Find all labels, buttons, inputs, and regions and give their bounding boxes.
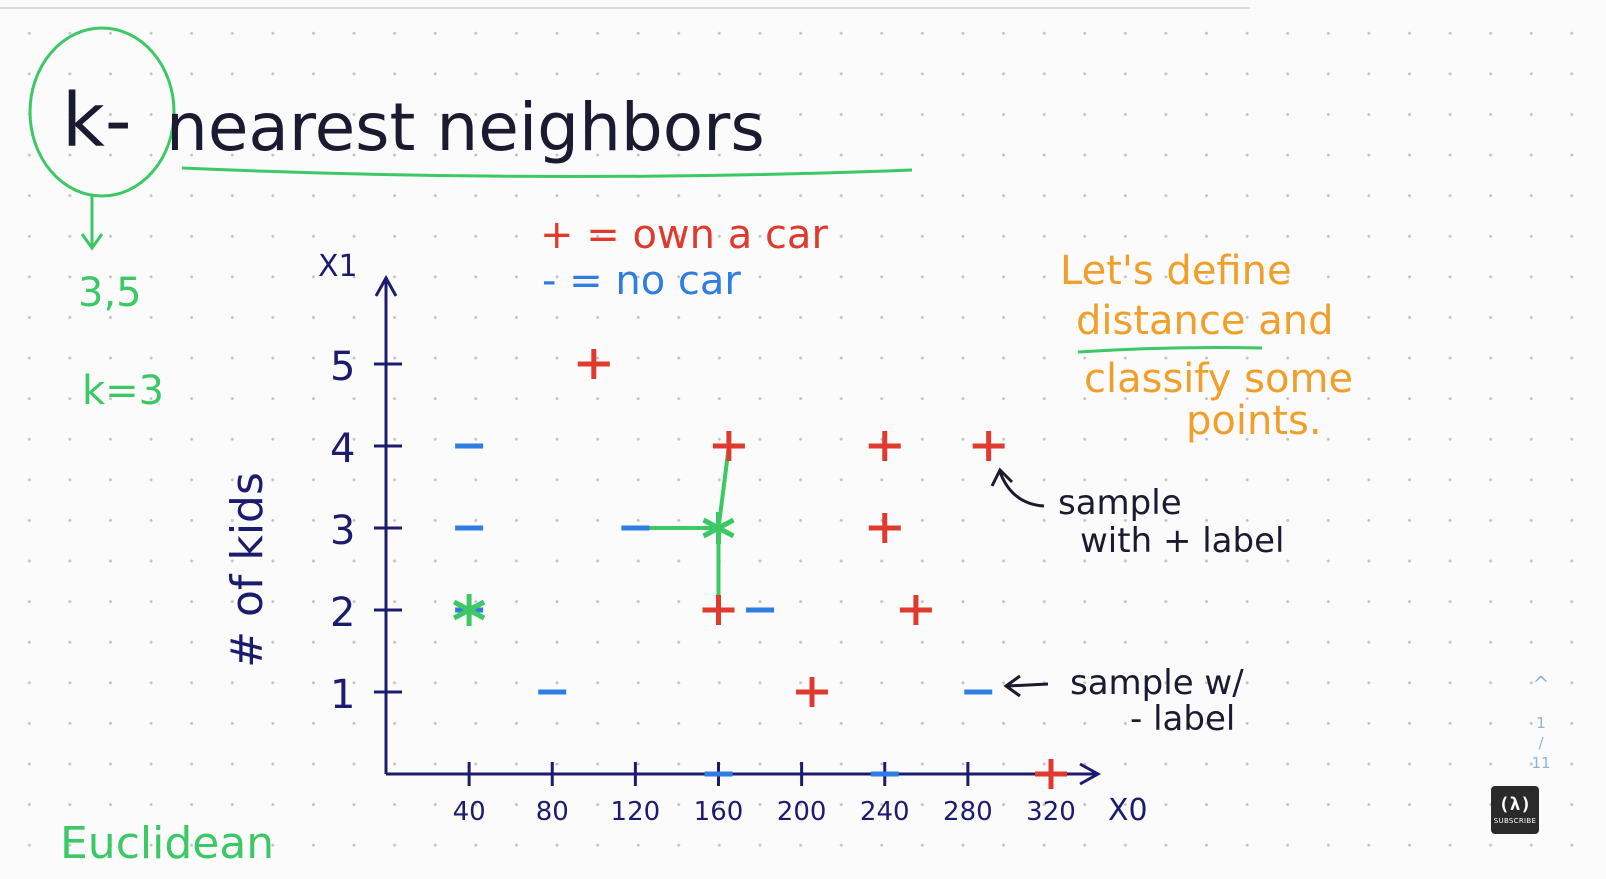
x-tick-label: 200: [777, 797, 827, 827]
plus-sample-l1: sample: [1058, 483, 1182, 523]
x-tick-label: 120: [611, 797, 661, 827]
minus-sample-l1: sample w/: [1070, 663, 1244, 703]
y-axis-name: X1: [318, 249, 358, 284]
x-tick-label: 280: [943, 797, 993, 827]
k-arrow-head: [80, 233, 104, 251]
slide-navigation[interactable]: ^ 1 / 11: [1522, 672, 1560, 784]
bottom-word: Euclidean: [60, 818, 274, 869]
channel-logo-icon: (λ): [1498, 794, 1532, 815]
arrow-values: 3,5: [78, 270, 142, 316]
note-underline: [1077, 346, 1263, 354]
note-line-2: distance and: [1076, 298, 1333, 344]
x-tick-label: 80: [536, 797, 569, 827]
chart-plot: 1 2 3 4 5 40 80 120 160 200 240 280 320 X0 X1 # of kids: [222, 249, 1148, 828]
x-tick-label: 240: [860, 797, 910, 827]
slide-total: 11: [1531, 754, 1551, 772]
note-line-4: points.: [1186, 398, 1322, 444]
x-axis-label: X0: [1108, 793, 1148, 828]
y-tick-label: 4: [330, 426, 355, 472]
slide-separator: /: [1538, 734, 1544, 752]
slide-current: 1: [1536, 714, 1546, 732]
minus-sample-arrow: [1003, 674, 1049, 698]
x-tick-label: 320: [1026, 797, 1076, 827]
y-tick-label: 1: [330, 672, 355, 718]
note-line-1: Let's define: [1060, 248, 1292, 294]
title-underline: [181, 166, 913, 179]
subscribe-label: SUBSCRIBE: [1493, 817, 1537, 825]
note-line-3: classify some: [1084, 356, 1353, 402]
subscribe-button[interactable]: (λ) SUBSCRIBE: [1491, 786, 1539, 834]
legend-minus: - = no car: [542, 258, 741, 304]
y-axis-arrow-icon: [374, 274, 398, 297]
top-border: [0, 7, 1250, 9]
y-axis-label: # of kids: [222, 472, 273, 668]
title-text: nearest neighbors: [166, 89, 765, 166]
x-axis-arrow-icon: [1079, 762, 1102, 786]
y-tick-label: 3: [330, 508, 355, 554]
query-star: [702, 517, 735, 539]
query-star: [452, 599, 486, 621]
y-tick-label: 2: [330, 590, 355, 636]
k-value: k=3: [82, 368, 164, 414]
slide-up-icon[interactable]: ^: [1532, 672, 1550, 696]
minus-sample-l2: - label: [1130, 699, 1235, 739]
plus-sample-l2: with + label: [1080, 521, 1284, 561]
k-circle: [28, 26, 176, 198]
x-tick-label: 160: [694, 797, 744, 827]
title-k: k-: [62, 78, 132, 164]
legend-plus: + = own a car: [540, 212, 828, 258]
plus-sample-arrow: [990, 467, 1045, 508]
y-tick-label: 5: [330, 344, 355, 390]
x-tick-label: 40: [453, 797, 486, 827]
